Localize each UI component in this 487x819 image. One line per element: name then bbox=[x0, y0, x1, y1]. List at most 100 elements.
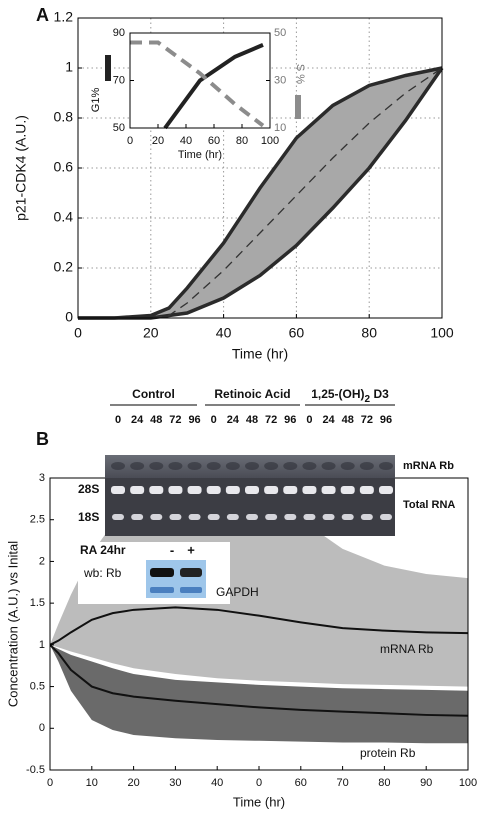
series-line bbox=[50, 644, 468, 717]
series-line bbox=[130, 40, 265, 128]
y-tick-label: 1 bbox=[39, 639, 45, 651]
y-tick-label: 0.8 bbox=[54, 109, 74, 125]
blot-band bbox=[169, 514, 182, 520]
series-annotation: mRNA Rb bbox=[380, 642, 434, 656]
blot-band bbox=[340, 486, 355, 494]
group-label: Retinoic Acid bbox=[214, 387, 290, 401]
blot-band bbox=[130, 486, 145, 494]
blot-band bbox=[380, 514, 392, 520]
blot-band bbox=[321, 462, 336, 470]
x-tick-label: 80 bbox=[236, 135, 248, 147]
blot-band bbox=[111, 486, 125, 494]
western-row-label: wb: Rb bbox=[83, 566, 122, 580]
y-axis-label: G1% bbox=[90, 88, 102, 113]
blot-band bbox=[206, 462, 221, 470]
band-label: 28S bbox=[78, 482, 99, 496]
y-tick-label: 0.2 bbox=[54, 259, 74, 275]
y-axis-label: Concentration (A.U.) vs Inital bbox=[5, 541, 20, 707]
blot-band bbox=[283, 462, 298, 470]
x-tick-label: 0 bbox=[256, 777, 262, 789]
x-tick-label: 0 bbox=[47, 777, 53, 789]
y-tick-label: 90 bbox=[113, 27, 125, 39]
y2-axis-label: S % bbox=[294, 64, 306, 84]
blot-band bbox=[359, 486, 374, 494]
lane-label: 48 bbox=[342, 414, 354, 426]
plot-frame bbox=[77, 17, 443, 319]
blot-band bbox=[187, 462, 202, 470]
x-axis-label: Time (hr) bbox=[232, 346, 288, 362]
y-tick-label: 0 bbox=[39, 722, 45, 734]
blot-band bbox=[206, 486, 221, 494]
lane-label: 24 bbox=[131, 414, 144, 426]
blot-band bbox=[302, 462, 317, 470]
plot-frame bbox=[129, 32, 271, 129]
group-label-part: 1,25-(OH) bbox=[311, 387, 364, 401]
blot-band bbox=[321, 486, 336, 494]
western-band bbox=[180, 568, 202, 577]
condition-label: + bbox=[187, 542, 195, 557]
panel-label: A bbox=[36, 5, 49, 25]
blot-band bbox=[207, 514, 220, 520]
blot-band bbox=[112, 514, 124, 520]
blot-band bbox=[168, 462, 183, 470]
x-tick-label: 40 bbox=[180, 135, 192, 147]
x-tick-label: 30 bbox=[169, 777, 181, 789]
blot-band bbox=[379, 462, 393, 470]
x-tick-label: 60 bbox=[208, 135, 220, 147]
lane-label: 96 bbox=[188, 414, 200, 426]
x-tick-label: 20 bbox=[143, 325, 159, 341]
panel-label: B bbox=[36, 429, 49, 449]
lane-label: 0 bbox=[306, 414, 312, 426]
blot-band bbox=[341, 514, 354, 520]
lane-label: 72 bbox=[169, 414, 181, 426]
x-tick-label: 40 bbox=[211, 777, 223, 789]
lane-label: 72 bbox=[265, 414, 277, 426]
y-tick-label: 3 bbox=[39, 472, 45, 484]
group-label-part: D3 bbox=[370, 387, 389, 401]
band-area bbox=[78, 68, 442, 318]
x-axis-label: Time (hr) bbox=[178, 149, 222, 161]
western-header: RA 24hr bbox=[80, 543, 126, 557]
series-annotation: protein Rb bbox=[360, 746, 416, 760]
x-tick-label: 20 bbox=[152, 135, 164, 147]
x-tick-label: 40 bbox=[216, 325, 232, 341]
y2-tick-label: 30 bbox=[274, 74, 286, 86]
lane-label: 48 bbox=[246, 414, 258, 426]
band-label: 18S bbox=[78, 510, 99, 524]
blot-band bbox=[265, 514, 278, 520]
blot-band bbox=[130, 462, 145, 470]
y-tick-label: 70 bbox=[113, 74, 125, 86]
x-tick-label: 60 bbox=[295, 777, 307, 789]
y-tick-label: 1.2 bbox=[54, 9, 74, 25]
western-band bbox=[150, 587, 174, 593]
row-label: mRNA Rb bbox=[403, 460, 454, 472]
blot-band bbox=[359, 462, 374, 470]
group-label: 1,25-(OH)2 D3 bbox=[311, 387, 389, 404]
blot-band bbox=[149, 462, 164, 470]
x-tick-label: 80 bbox=[378, 777, 390, 789]
blot-band bbox=[246, 514, 258, 520]
blot-band bbox=[360, 514, 373, 520]
x-tick-label: 90 bbox=[420, 777, 432, 789]
lane-label: 0 bbox=[211, 414, 217, 426]
western-band bbox=[150, 568, 174, 577]
group-label: Control bbox=[132, 387, 175, 401]
blot-band bbox=[187, 486, 202, 494]
y-tick-label: 0.6 bbox=[54, 159, 74, 175]
row-label: Total RNA bbox=[403, 499, 455, 511]
x-axis-label: Time (hr) bbox=[233, 794, 285, 809]
blot-band bbox=[303, 514, 316, 520]
y-tick-label: 0 bbox=[65, 309, 73, 325]
x-tick-label: 10 bbox=[86, 777, 98, 789]
legend-key bbox=[295, 95, 301, 119]
blot-band bbox=[150, 514, 163, 520]
x-tick-label: 0 bbox=[74, 325, 82, 341]
x-tick-label: 0 bbox=[127, 135, 133, 147]
y-axis-label: p21-CDK4 (A.U.) bbox=[13, 115, 29, 221]
blot-band bbox=[264, 486, 279, 494]
western-band bbox=[180, 587, 202, 593]
y2-tick-label: 10 bbox=[274, 122, 286, 134]
lane-label: 0 bbox=[115, 414, 121, 426]
blot-band bbox=[302, 486, 317, 494]
x-tick-label: 100 bbox=[459, 777, 477, 789]
